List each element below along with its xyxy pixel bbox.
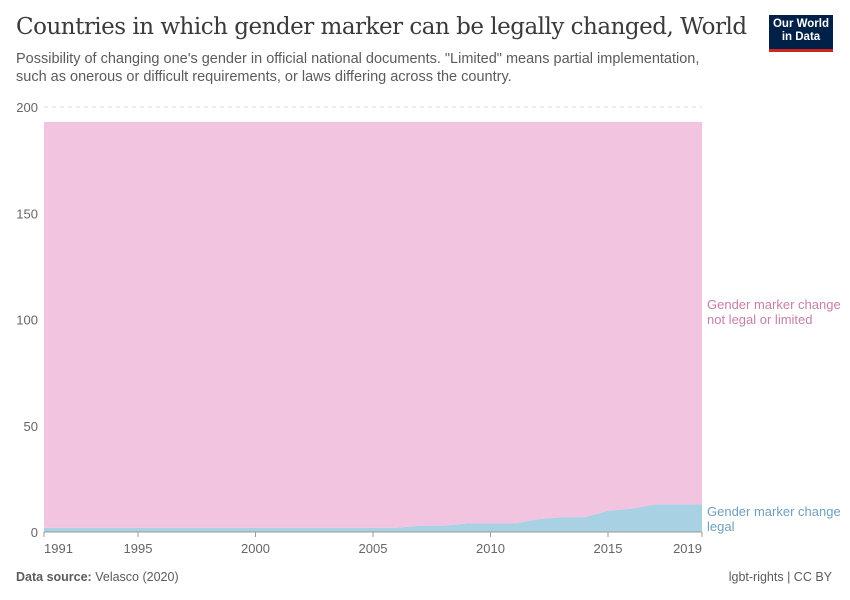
x-tick-label: 2019 [673, 541, 702, 556]
y-tick-label: 200 [16, 100, 38, 115]
y-tick-label: 150 [16, 206, 38, 221]
source-link[interactable]: Velasco (2020) [95, 570, 179, 584]
chart-subtitle: Possibility of changing one's gender in … [16, 51, 700, 85]
data-source: Data source: Velasco (2020) [16, 570, 179, 584]
owid-logo[interactable]: Our World in Data [769, 15, 833, 52]
x-tick-label: 2015 [594, 541, 623, 556]
license[interactable]: lgbt-rights | CC BY [728, 570, 832, 584]
x-tick-label: 2000 [241, 541, 270, 556]
area-series-1 [44, 121, 702, 528]
series-label: Gender marker change not legal or limited [707, 297, 841, 327]
x-tick-label: 1991 [44, 541, 73, 556]
x-tick-label: 2005 [359, 541, 388, 556]
chart-title: Countries in which gender marker can be … [16, 14, 747, 40]
y-tick-label: 0 [31, 525, 38, 540]
y-tick-label: 50 [24, 419, 38, 434]
x-tick-label: 1995 [124, 541, 153, 556]
x-tick-label: 2010 [476, 541, 505, 556]
series-label: Gender marker change legal [707, 504, 841, 534]
source-label: Data source: [16, 570, 92, 584]
area-series-0 [44, 504, 702, 532]
y-tick-label: 100 [16, 313, 38, 328]
